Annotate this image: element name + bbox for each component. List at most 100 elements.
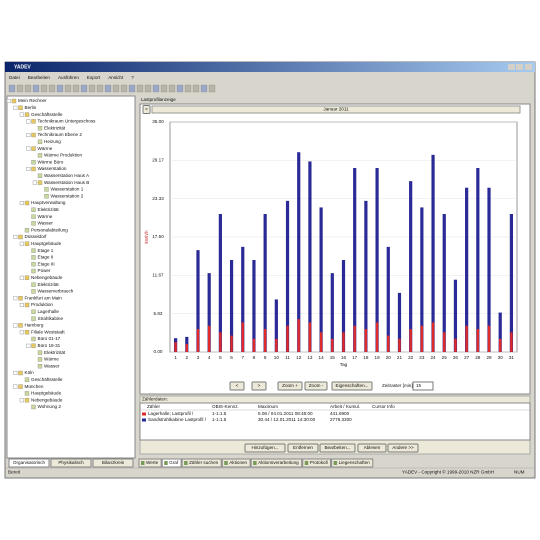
tree-item[interactable]: Büro 18-31: [38, 343, 61, 348]
tree-item[interactable]: Wasserverbrauch: [38, 289, 74, 294]
tree-item[interactable]: Wasser: [38, 221, 54, 226]
toolbar-icon[interactable]: [184, 84, 192, 93]
expander[interactable]: [19, 241, 24, 246]
expander[interactable]: [26, 146, 31, 151]
tree-item[interactable]: Wasserstation Haus A: [44, 173, 90, 178]
maximize[interactable]: [516, 64, 523, 70]
toolbar-icon[interactable]: [120, 84, 128, 93]
tree-item[interactable]: Berlin: [25, 105, 37, 110]
menu-item[interactable]: Bearbeiten: [28, 75, 51, 80]
expander[interactable]: [13, 296, 18, 301]
toolbar-icon[interactable]: [208, 84, 216, 93]
tree-item[interactable]: Mein Rechner: [18, 98, 47, 103]
expander[interactable]: [19, 398, 24, 403]
control-button[interactable]: [229, 381, 245, 391]
menu-item[interactable]: Datei: [9, 75, 20, 80]
tree-item[interactable]: Personalabteilung: [31, 227, 68, 232]
tree-item[interactable]: Heizung: [44, 139, 61, 144]
bottom-tab[interactable]: [250, 458, 303, 468]
expander[interactable]: [26, 166, 31, 171]
toolbar-icon[interactable]: [8, 84, 16, 93]
tree-item[interactable]: Hauptverwaltung: [31, 200, 66, 205]
bottom-tab[interactable]: [181, 458, 222, 468]
toolbar-icon[interactable]: [168, 84, 176, 93]
left-tab[interactable]: [92, 458, 134, 468]
tree-item[interactable]: Wärme: [38, 214, 53, 219]
toolbar-icon[interactable]: [200, 84, 208, 93]
tree-item[interactable]: Hauptgebäude: [31, 241, 62, 246]
menu-item[interactable]: Ansicht: [108, 75, 124, 80]
bottom-tab[interactable]: [302, 458, 332, 468]
tree-item[interactable]: Wärme: [38, 146, 53, 151]
tree-item[interactable]: Düsseldorf: [25, 234, 48, 239]
toolbar-icon[interactable]: [24, 84, 32, 93]
toolbar-icon[interactable]: [152, 84, 160, 93]
tree-item[interactable]: Köln: [25, 370, 35, 375]
tree-item[interactable]: Technikraum Untergeschoss: [38, 119, 97, 124]
tree-item[interactable]: Wasserstation 1: [51, 187, 84, 192]
toolbar-icon[interactable]: [48, 84, 56, 93]
expander[interactable]: [19, 200, 24, 205]
tree-item[interactable]: Wasser: [44, 363, 60, 368]
meter-button[interactable]: [244, 443, 286, 453]
tree-item[interactable]: Technikraum Ebene 2: [38, 132, 83, 137]
toolbar-icon[interactable]: [112, 84, 120, 93]
left-tab[interactable]: [50, 458, 92, 468]
toolbar-icon[interactable]: [96, 84, 104, 93]
toolbar-icon[interactable]: [40, 84, 48, 93]
tree-item[interactable]: Strahlkabine: [38, 316, 64, 321]
expander[interactable]: [6, 98, 11, 103]
toolbar-icon[interactable]: [32, 84, 40, 93]
tree-item[interactable]: Power: [38, 268, 51, 273]
tree-item[interactable]: Elektrizität: [44, 350, 66, 355]
meter-button[interactable]: [287, 443, 319, 453]
tree-item[interactable]: Wasserstation Haus B: [44, 180, 89, 185]
expander[interactable]: [19, 330, 24, 335]
expander[interactable]: [32, 180, 37, 185]
expander[interactable]: [13, 384, 18, 389]
toolbar-icon[interactable]: [160, 84, 168, 93]
toolbar-icon[interactable]: [176, 84, 184, 93]
tree-item[interactable]: Hamburg: [25, 323, 44, 328]
tree-item[interactable]: Wohnung 2: [38, 404, 62, 409]
prev-month[interactable]: [142, 105, 151, 114]
expander[interactable]: [26, 343, 31, 348]
toolbar-icon[interactable]: [104, 84, 112, 93]
expander[interactable]: [26, 132, 31, 137]
expander[interactable]: [19, 275, 24, 280]
tree-item[interactable]: Wärme Produktion: [44, 153, 82, 158]
expander[interactable]: [19, 303, 24, 308]
toolbar-icon[interactable]: [64, 84, 72, 93]
control-button[interactable]: [251, 381, 267, 391]
menu-item[interactable]: Ausführen: [58, 75, 79, 80]
toolbar-icon[interactable]: [80, 84, 88, 93]
menu-item[interactable]: Export: [87, 75, 101, 80]
tree-item[interactable]: Etage 1: [38, 248, 54, 253]
expander[interactable]: [19, 112, 24, 117]
tree-item[interactable]: Wärme: [44, 357, 59, 362]
bottom-tab[interactable]: [221, 458, 251, 468]
control-button[interactable]: [331, 381, 373, 391]
left-tab[interactable]: [8, 458, 50, 468]
tree-item[interactable]: Nebengebäude: [31, 275, 63, 280]
toolbar-icon[interactable]: [72, 84, 80, 93]
meter-button[interactable]: [387, 443, 419, 453]
bottom-tab[interactable]: [138, 458, 162, 468]
menu-item[interactable]: ?: [131, 75, 134, 80]
toolbar-icon[interactable]: [144, 84, 152, 93]
tree-item[interactable]: Geschäftsstelle: [31, 112, 63, 117]
interval-select[interactable]: [412, 381, 434, 391]
tree-item[interactable]: Lagerhalle: [38, 309, 60, 314]
tree-item[interactable]: München: [25, 384, 44, 389]
close[interactable]: [525, 64, 532, 70]
tree-item[interactable]: Elektrizität: [38, 207, 60, 212]
expander[interactable]: [13, 105, 18, 110]
toolbar-icon[interactable]: [16, 84, 24, 93]
meter-button[interactable]: [357, 443, 387, 453]
expander[interactable]: [13, 323, 18, 328]
control-button[interactable]: [304, 381, 328, 391]
toolbar-icon[interactable]: [136, 84, 144, 93]
tree-item[interactable]: Wärme Büro: [38, 159, 64, 164]
tree-item[interactable]: Wasserstation: [38, 166, 67, 171]
tree-item[interactable]: Elektrizität: [44, 125, 66, 130]
